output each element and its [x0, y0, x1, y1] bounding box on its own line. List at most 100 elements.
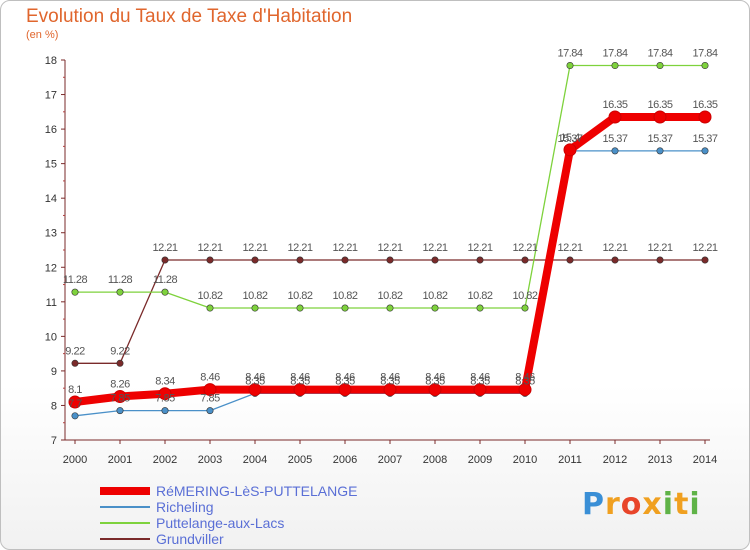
data-label: 8.46	[290, 372, 310, 384]
y-tick-label: 11	[46, 297, 57, 309]
y-tick-label: 18	[45, 55, 57, 67]
data-point	[476, 304, 484, 312]
x-tick-label: 2007	[378, 454, 402, 466]
data-label: 8.46	[470, 372, 490, 384]
x-tick-label: 2011	[558, 454, 582, 466]
y-tick-label: 14	[45, 193, 57, 205]
data-point	[206, 407, 214, 415]
y-tick-label: 15	[45, 159, 57, 171]
data-point	[248, 383, 262, 397]
x-tick-label: 2003	[198, 454, 222, 466]
y-tick-label: 12	[45, 262, 57, 274]
data-label: 12.21	[377, 242, 402, 254]
data-point	[386, 304, 394, 312]
axes: 7 8 9 10 11 12 13 14 15 16 17 18 2000 2001 2002 2003 200…	[45, 55, 717, 466]
chart-title: Evolution du Taux de Taxe d'Habitation	[26, 6, 353, 27]
data-label: 7.85	[155, 393, 175, 405]
data-point	[518, 383, 532, 397]
data-point	[296, 256, 304, 264]
data-label: 10.82	[377, 290, 402, 302]
data-label: 8.46	[335, 372, 355, 384]
data-point	[341, 304, 349, 312]
data-point	[473, 383, 487, 397]
data-point	[431, 304, 439, 312]
data-point	[71, 288, 79, 296]
y-tick-label: 17	[45, 90, 57, 102]
data-label: 12.21	[152, 242, 177, 254]
data-point	[116, 288, 124, 296]
data-label: 8.35	[515, 375, 535, 387]
data-point	[563, 143, 577, 157]
data-point	[521, 304, 529, 312]
data-point	[701, 62, 709, 70]
x-tick-label: 2002	[153, 454, 177, 466]
data-point	[251, 256, 259, 264]
data-label: 10.82	[422, 290, 447, 302]
y-tick-label: 10	[45, 331, 57, 343]
data-point	[611, 256, 619, 264]
x-tick-label: 2000	[63, 454, 87, 466]
legend-swatch-grundviller	[100, 538, 150, 540]
data-point	[203, 383, 217, 397]
x-tick-label: 2013	[648, 454, 672, 466]
data-label: 15.4	[560, 132, 580, 144]
data-label: 8.35	[290, 375, 310, 387]
data-point	[116, 359, 124, 367]
data-label: 17.84	[692, 48, 717, 60]
data-point	[206, 256, 214, 264]
data-point	[68, 395, 82, 409]
data-point	[566, 256, 574, 264]
data-label: 8.1	[68, 384, 82, 396]
y-tick-label: 7	[51, 435, 57, 447]
data-point	[698, 110, 712, 124]
data-label: 8.35	[425, 375, 445, 387]
data-label: 12.21	[512, 242, 537, 254]
data-point	[656, 62, 664, 70]
data-label: 11.28	[63, 274, 88, 286]
data-label: 12.21	[287, 242, 312, 254]
data-point	[293, 383, 307, 397]
data-point	[476, 256, 484, 264]
data-point	[428, 383, 442, 397]
data-label: 12.21	[647, 242, 672, 254]
legend-label: Richeling	[156, 499, 214, 515]
data-label: 12.21	[197, 242, 222, 254]
data-point	[296, 304, 304, 312]
data-label: 16.35	[692, 99, 717, 111]
data-label: 16.35	[602, 99, 627, 111]
data-point	[701, 147, 709, 155]
data-label: 16.35	[647, 99, 672, 111]
data-point	[206, 304, 214, 312]
data-point	[566, 62, 574, 70]
data-label: 7.7	[68, 398, 82, 410]
data-point	[158, 387, 172, 401]
data-label: 8.46	[245, 372, 265, 384]
y-tick-label: 13	[45, 228, 57, 240]
x-tick-label: 2005	[288, 454, 312, 466]
data-label: 17.84	[602, 48, 627, 60]
legend-label: Grundviller	[156, 531, 224, 547]
data-label: 8.35	[380, 375, 400, 387]
data-point	[113, 389, 127, 403]
data-point	[116, 407, 124, 415]
x-tick-label: 2012	[603, 454, 627, 466]
data-label: 10.82	[197, 290, 222, 302]
data-label: 12.21	[467, 242, 492, 254]
proxiti-logo: Proxiti	[582, 487, 701, 522]
data-label: 11.28	[108, 274, 133, 286]
data-label: 7.85	[200, 393, 220, 405]
data-point	[71, 359, 79, 367]
data-label: 12.21	[692, 242, 717, 254]
data-label: 10.82	[332, 290, 357, 302]
data-label: 15.37	[647, 133, 672, 145]
data-label: 17.84	[557, 48, 582, 60]
x-tick-label: 2008	[423, 454, 447, 466]
data-point	[71, 412, 79, 420]
data-label: 8.35	[245, 375, 265, 387]
data-label: 8.35	[470, 375, 490, 387]
data-label: 12.21	[602, 242, 627, 254]
data-label: 12.21	[557, 242, 582, 254]
data-label: 15.37	[557, 133, 582, 145]
